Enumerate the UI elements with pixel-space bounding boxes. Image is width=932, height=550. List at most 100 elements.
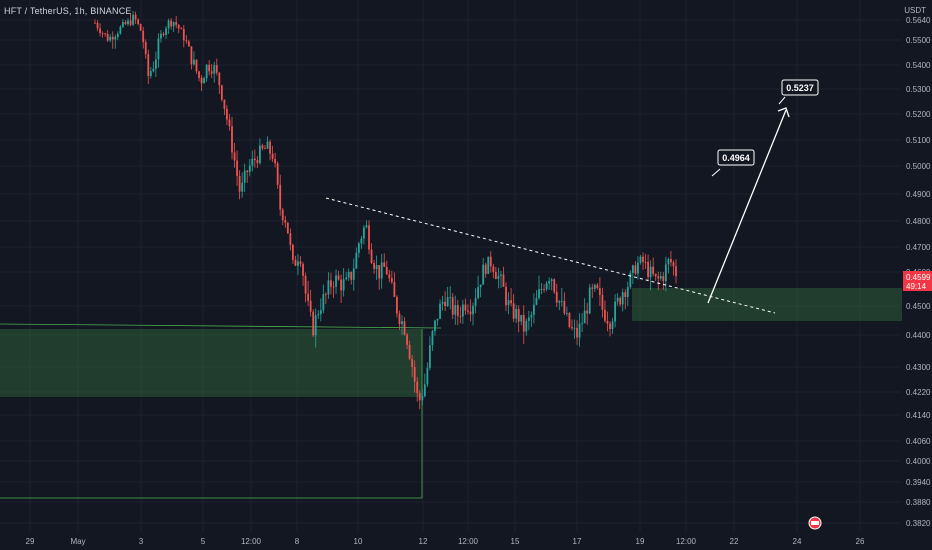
candle-body: [408, 344, 411, 359]
candle-body: [127, 20, 129, 25]
candle-body: [505, 286, 507, 306]
candle-body: [459, 315, 462, 317]
candle-body: [436, 318, 439, 321]
candle-body: [527, 317, 530, 321]
candle-body: [629, 272, 632, 288]
event-icon[interactable]: [808, 516, 822, 530]
candle-body: [439, 303, 441, 319]
candle-body: [515, 308, 518, 319]
chart-title: HFT / TetherUS, 1h, BINANCE: [4, 6, 132, 16]
candle-body: [568, 312, 571, 328]
candle-body: [497, 275, 500, 279]
candle-body: [264, 148, 266, 150]
candle-body: [360, 238, 363, 244]
candle-body: [106, 33, 109, 41]
candle-body: [558, 301, 561, 303]
candle-body: [413, 366, 416, 382]
candle-body: [418, 393, 421, 401]
candle-body: [520, 314, 523, 322]
candle-body: [675, 266, 677, 277]
y-tick-label: 0.4800: [906, 217, 931, 226]
target-label-1[interactable]: 0.4964: [717, 149, 755, 166]
candle-body: [540, 289, 543, 290]
x-tick-label: 12:00: [241, 537, 262, 546]
candle-body: [281, 209, 284, 221]
candle-body: [421, 396, 424, 401]
candle-body: [401, 321, 403, 325]
x-tick-label: 26: [856, 537, 865, 546]
candle-body: [190, 46, 193, 65]
candle-body: [266, 141, 269, 149]
candle-body: [659, 276, 662, 279]
target-label-2[interactable]: 0.5237: [781, 79, 819, 96]
candle-body: [535, 298, 538, 305]
candle-body: [657, 276, 660, 279]
candle-body: [187, 41, 190, 47]
candle-body: [467, 310, 469, 312]
descending-trendline: [325, 197, 776, 314]
x-tick-label: 10: [354, 537, 363, 546]
candle-body: [175, 22, 178, 25]
candle-body: [203, 78, 205, 84]
candle-body: [464, 304, 467, 311]
candle-body: [96, 22, 99, 29]
candles: [94, 11, 677, 410]
candle-body: [213, 65, 216, 74]
candle-body: [494, 271, 497, 279]
candle-body: [177, 24, 180, 29]
candle-body: [162, 33, 165, 35]
x-tick-label: 12:00: [676, 537, 697, 546]
candle-body: [139, 24, 142, 31]
y-tick-label: 0.5400: [906, 61, 931, 70]
x-tick-label: 12: [419, 537, 428, 546]
candle-body: [672, 262, 675, 267]
candle-body: [477, 287, 480, 299]
candle-body: [185, 40, 188, 42]
candle-body: [340, 279, 343, 291]
candle-body: [474, 298, 477, 306]
candle-body: [291, 244, 294, 260]
current-price-tag: 0.4599 49:14: [903, 271, 932, 291]
candle-body: [373, 262, 375, 270]
candle-body: [261, 145, 264, 149]
candle-body: [111, 36, 114, 40]
zone-lower: [0, 329, 422, 397]
y-tick-label: 0.3820: [906, 519, 931, 528]
candle-body: [510, 300, 512, 304]
x-tick-label: 24: [793, 537, 802, 546]
candle-body: [533, 304, 535, 315]
candle-body: [406, 334, 408, 345]
candle-body: [286, 222, 289, 234]
x-axis[interactable]: 29 May 3 5 12:00 8 10 12 12:00 15 17 19 12:00 22 24 26: [26, 537, 865, 546]
candle-body: [456, 304, 459, 316]
candle-body: [403, 321, 406, 335]
y-tick-label: 0.5300: [906, 85, 931, 94]
candle-body: [444, 301, 447, 307]
candle-body: [598, 288, 601, 295]
candle-body: [233, 152, 236, 161]
candle-body: [294, 259, 297, 266]
candle-body: [172, 22, 175, 27]
candle-body: [596, 284, 599, 289]
candle-body: [147, 54, 150, 77]
candle-body: [269, 141, 271, 154]
y-tick-label: 0.5000: [906, 162, 931, 171]
candle-body: [142, 30, 145, 43]
candle-body: [634, 265, 637, 274]
candle-body: [621, 292, 624, 305]
zone-lower-top-border: [0, 323, 442, 329]
candle-body: [434, 320, 436, 332]
candle-body: [104, 33, 107, 35]
x-tick-label: 3: [139, 537, 144, 546]
candle-body: [588, 287, 591, 314]
y-tick-label: 0.4300: [906, 363, 931, 372]
candle-body: [243, 170, 246, 183]
candle-body: [451, 297, 454, 315]
candle-body: [198, 71, 200, 78]
candle-body: [152, 68, 155, 72]
candle-body: [289, 233, 292, 245]
x-tick-label: 29: [26, 537, 35, 546]
candle-body: [363, 227, 365, 239]
x-tick-label: 15: [511, 537, 520, 546]
